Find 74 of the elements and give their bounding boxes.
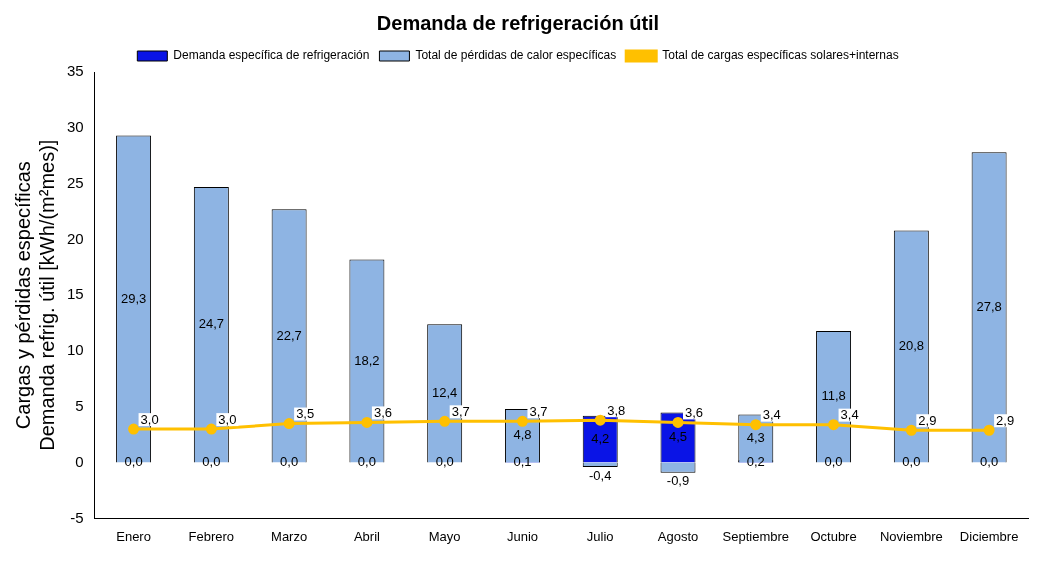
data-label: 0,0 [357, 454, 376, 470]
chart-title: Demanda de refrigeración útil [376, 11, 660, 34]
y-tick-label: 10 [67, 341, 84, 359]
data-label: 3,4 [840, 407, 859, 423]
data-label: 3,7 [451, 403, 470, 419]
data-label: 4,2 [591, 430, 610, 446]
point [828, 419, 840, 431]
data-label: 27,8 [976, 299, 1002, 315]
legend-label: Total de cargas específicas solares+internas [662, 48, 899, 63]
data-label: -0,9 [666, 473, 690, 489]
x-tick-label: Diciembre [959, 528, 1019, 544]
x-tick-label: Agosto [657, 528, 699, 544]
data-label: 4,8 [513, 427, 532, 443]
data-label: 0,0 [902, 454, 921, 470]
legend-label: Total de pérdidas de calor específicas [415, 48, 617, 63]
y-tick-label: -5 [70, 508, 84, 526]
data-label: 0,0 [435, 454, 454, 470]
data-label: -0,4 [589, 467, 612, 483]
point [672, 416, 684, 428]
data-label: 0,0 [202, 454, 221, 470]
point [905, 424, 917, 436]
x-tick-label: Julio [586, 528, 614, 544]
data-label: 3,6 [685, 405, 704, 420]
data-label: 2,9 [918, 412, 937, 428]
data-label: 4,3 [746, 430, 765, 446]
data-label: 3,8 [607, 402, 626, 418]
data-label: 11,8 [821, 388, 846, 404]
x-tick-label: Marzo [271, 528, 308, 544]
data-label: 0,0 [280, 454, 299, 470]
data-label: 3,6 [373, 405, 392, 420]
point [750, 419, 762, 431]
data-label: 2,9 [996, 412, 1015, 428]
y-tick-label: 15 [67, 285, 84, 303]
data-label: 24,7 [198, 316, 225, 332]
x-tick-label: Mayo [428, 528, 461, 544]
point [516, 415, 528, 427]
x-tick-label: Febrero [188, 528, 235, 544]
y-tick-label: 25 [67, 173, 84, 191]
x-tick-label: Junio [506, 528, 538, 544]
y-tick-label: 30 [67, 117, 84, 135]
x-tick-label: Septiembre [722, 528, 790, 544]
point [205, 423, 217, 435]
y-tick-label: 20 [67, 229, 84, 247]
y-tick-label: 35 [67, 62, 84, 80]
point [439, 415, 451, 427]
data-label: 3,7 [529, 403, 548, 419]
point [361, 416, 373, 428]
data-label: 18,2 [354, 352, 380, 368]
data-label: 3,0 [218, 411, 237, 427]
x-tick-label: Enero [116, 528, 151, 544]
y-axis-title: Cargas y pérdidas específicas Demanda refrig. útil [kWh/(m²mes)] [11, 139, 58, 451]
data-label: 0,0 [980, 454, 999, 470]
x-tick-label: Octubre [810, 528, 857, 544]
data-label: 22,7 [276, 327, 302, 343]
legend-label: Demanda específica de refrigeración [173, 48, 370, 63]
data-label: 3,5 [296, 406, 315, 422]
x-tick-label: Abril [353, 528, 381, 544]
data-label: 3,4 [762, 407, 781, 423]
data-label: 4,5 [668, 429, 688, 445]
x-tick-label: Noviembre [879, 528, 943, 544]
data-label: 20,8 [898, 338, 924, 354]
data-label: 0,2 [746, 454, 765, 470]
point [594, 414, 606, 426]
y-tick-label: 0 [75, 452, 84, 470]
point [128, 423, 140, 435]
data-label: 0,1 [513, 454, 532, 470]
data-label: 0,0 [124, 454, 143, 470]
data-label: 3,0 [140, 411, 159, 427]
point [983, 424, 995, 436]
point [283, 418, 295, 430]
y-tick-label: 5 [75, 396, 84, 414]
data-label: 12,4 [432, 384, 458, 400]
data-label: 0,0 [824, 454, 843, 470]
data-label: 29,3 [120, 290, 147, 306]
